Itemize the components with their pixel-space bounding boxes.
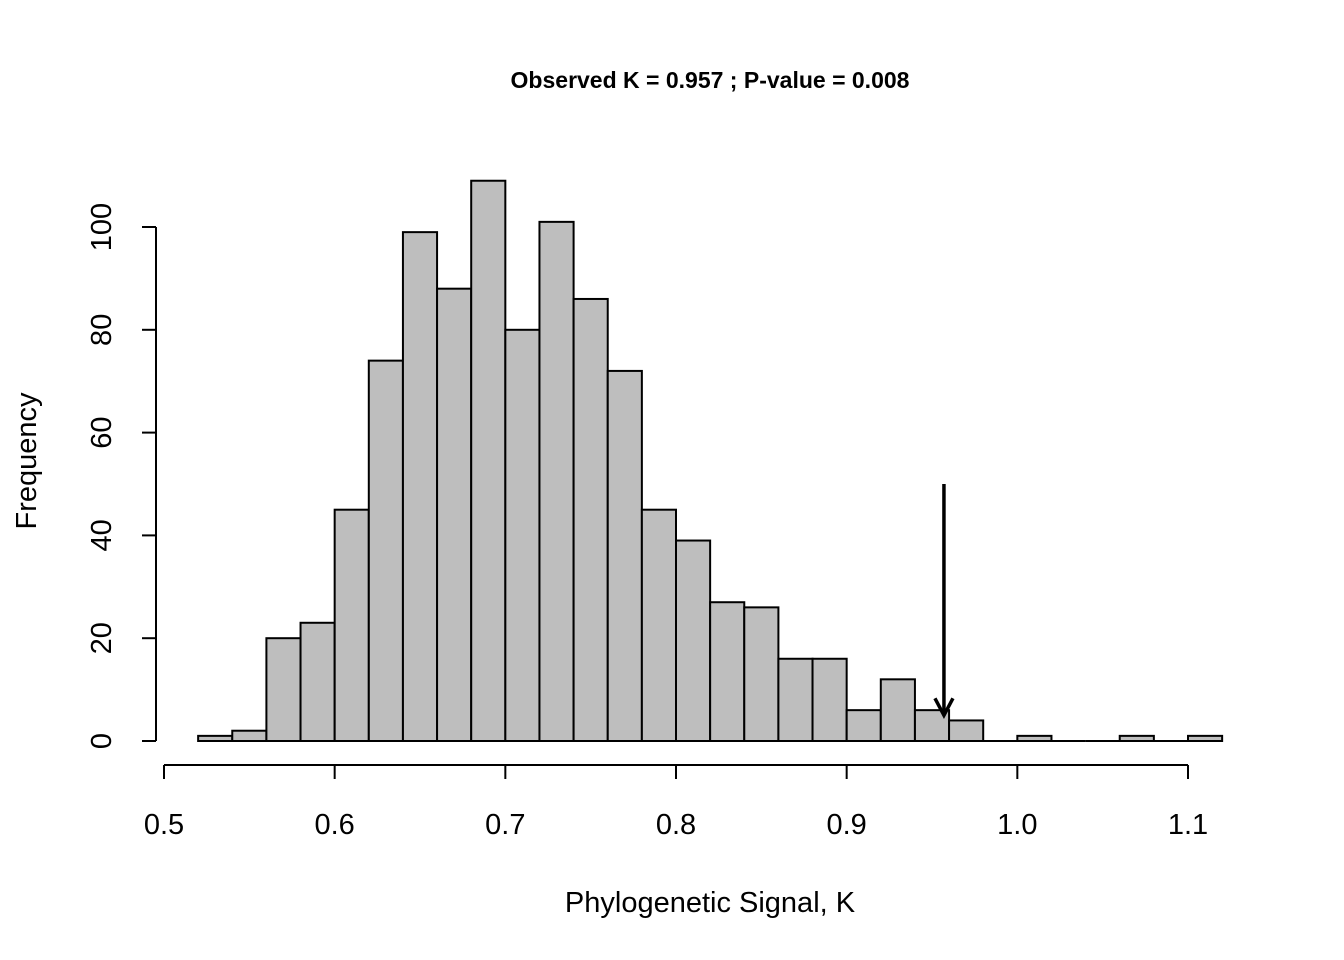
histogram-bar <box>401 231 439 742</box>
y-tick-label: 60 <box>86 416 118 448</box>
histogram-bar <box>333 508 370 743</box>
histogram-bar <box>777 657 814 743</box>
histogram-bar <box>1016 734 1053 742</box>
histogram-bar <box>538 220 575 743</box>
chart-title: Observed K = 0.957 ; P-value = 0.008 <box>511 67 910 93</box>
histogram-bar <box>640 508 677 743</box>
histogram-bar <box>265 637 302 743</box>
histogram-bar <box>504 328 541 742</box>
y-tick-label: 20 <box>86 622 118 654</box>
y-tick-label: 80 <box>86 314 118 346</box>
histogram-bar <box>1187 734 1224 742</box>
x-axis-label: Phylogenetic Signal, K <box>565 887 856 919</box>
observed-k-arrow-head <box>933 697 955 720</box>
y-tick-label: 40 <box>86 519 118 551</box>
histogram-bar <box>845 709 882 742</box>
x-tick-label: 0.8 <box>656 809 696 841</box>
x-tick-label: 1.1 <box>1168 809 1208 841</box>
histogram-bar <box>948 719 985 743</box>
histogram-bar <box>197 734 234 742</box>
x-tick-label: 0.5 <box>144 809 184 841</box>
histogram-bar <box>879 678 916 743</box>
observed-k-arrow <box>933 484 955 720</box>
y-tick-label: 0 <box>86 733 118 749</box>
x-tick-label: 1.0 <box>997 809 1037 841</box>
bars-group <box>197 179 1224 743</box>
y-tick-label: 100 <box>86 203 118 251</box>
histogram-bar <box>675 539 712 742</box>
histogram-bar <box>231 729 268 742</box>
histogram-bar <box>572 297 609 742</box>
x-tick-label: 0.7 <box>485 809 525 841</box>
y-axis: 0 20 40 60 80 100 <box>86 203 157 749</box>
histogram-bar <box>709 601 746 742</box>
histogram-bar <box>606 369 643 742</box>
histogram-bar <box>299 621 336 743</box>
x-tick-label: 0.6 <box>315 809 355 841</box>
y-axis-label: Frequency <box>11 392 43 530</box>
x-axis: 0.5 0.6 0.7 0.8 0.9 1.0 1.1 <box>144 764 1208 841</box>
histogram-bar <box>470 179 507 743</box>
histogram-bar <box>436 287 473 742</box>
histogram-bar <box>367 359 404 742</box>
histogram-bar <box>1118 734 1155 742</box>
histogram-bar <box>743 606 780 742</box>
x-tick-label: 0.9 <box>827 809 867 841</box>
histogram-bar <box>811 657 848 743</box>
